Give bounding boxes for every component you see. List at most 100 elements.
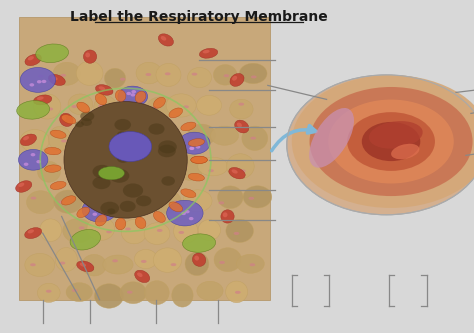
Ellipse shape bbox=[200, 48, 218, 58]
Ellipse shape bbox=[155, 128, 183, 150]
Ellipse shape bbox=[197, 95, 221, 115]
Circle shape bbox=[148, 124, 164, 135]
Ellipse shape bbox=[45, 165, 61, 172]
Ellipse shape bbox=[53, 62, 81, 85]
Ellipse shape bbox=[62, 115, 76, 124]
Ellipse shape bbox=[213, 65, 237, 85]
Ellipse shape bbox=[95, 215, 107, 226]
Circle shape bbox=[89, 135, 93, 138]
Ellipse shape bbox=[50, 181, 66, 189]
Ellipse shape bbox=[156, 63, 181, 87]
Ellipse shape bbox=[66, 283, 92, 302]
Ellipse shape bbox=[62, 196, 76, 205]
Ellipse shape bbox=[154, 211, 165, 222]
Ellipse shape bbox=[68, 94, 93, 115]
Ellipse shape bbox=[198, 220, 220, 240]
Ellipse shape bbox=[173, 200, 179, 203]
Ellipse shape bbox=[219, 261, 225, 264]
Ellipse shape bbox=[183, 190, 212, 212]
Ellipse shape bbox=[64, 102, 187, 218]
Ellipse shape bbox=[77, 102, 90, 113]
Ellipse shape bbox=[95, 94, 107, 105]
Ellipse shape bbox=[243, 186, 272, 208]
Ellipse shape bbox=[347, 112, 435, 171]
Ellipse shape bbox=[145, 281, 169, 305]
Ellipse shape bbox=[250, 137, 256, 140]
Ellipse shape bbox=[235, 120, 249, 133]
Ellipse shape bbox=[85, 53, 90, 57]
Ellipse shape bbox=[191, 156, 207, 164]
Ellipse shape bbox=[219, 201, 224, 204]
Ellipse shape bbox=[25, 227, 42, 239]
Ellipse shape bbox=[68, 159, 94, 183]
Ellipse shape bbox=[137, 272, 143, 277]
Circle shape bbox=[123, 183, 143, 198]
Ellipse shape bbox=[226, 281, 247, 303]
Ellipse shape bbox=[58, 200, 64, 203]
Ellipse shape bbox=[223, 212, 228, 217]
Ellipse shape bbox=[105, 166, 111, 169]
Circle shape bbox=[189, 217, 193, 220]
Circle shape bbox=[127, 92, 131, 95]
Circle shape bbox=[130, 93, 135, 97]
Ellipse shape bbox=[106, 230, 112, 233]
Ellipse shape bbox=[60, 113, 73, 127]
Ellipse shape bbox=[20, 134, 36, 146]
Ellipse shape bbox=[70, 229, 100, 250]
Circle shape bbox=[92, 176, 110, 189]
Ellipse shape bbox=[77, 261, 94, 272]
Ellipse shape bbox=[118, 139, 124, 142]
Ellipse shape bbox=[20, 130, 49, 152]
Ellipse shape bbox=[176, 155, 203, 180]
Ellipse shape bbox=[192, 253, 206, 266]
Ellipse shape bbox=[82, 190, 109, 209]
Ellipse shape bbox=[18, 183, 24, 187]
Ellipse shape bbox=[203, 50, 210, 53]
Ellipse shape bbox=[250, 263, 255, 266]
Circle shape bbox=[100, 202, 119, 215]
Ellipse shape bbox=[235, 291, 241, 294]
Ellipse shape bbox=[161, 36, 166, 41]
Ellipse shape bbox=[25, 54, 41, 66]
Text: Label the Respiratory Membrane: Label the Respiratory Membrane bbox=[70, 10, 328, 24]
Ellipse shape bbox=[37, 162, 60, 182]
Ellipse shape bbox=[369, 121, 423, 149]
Ellipse shape bbox=[239, 63, 267, 84]
Circle shape bbox=[92, 165, 112, 178]
Circle shape bbox=[196, 145, 201, 149]
Ellipse shape bbox=[208, 169, 214, 172]
Ellipse shape bbox=[182, 234, 216, 252]
Ellipse shape bbox=[25, 253, 55, 276]
Circle shape bbox=[42, 80, 46, 83]
Ellipse shape bbox=[248, 197, 254, 200]
Ellipse shape bbox=[210, 126, 238, 145]
Ellipse shape bbox=[90, 197, 96, 200]
Ellipse shape bbox=[115, 90, 126, 102]
Ellipse shape bbox=[79, 226, 84, 229]
Ellipse shape bbox=[72, 105, 77, 108]
Circle shape bbox=[81, 118, 92, 126]
Ellipse shape bbox=[30, 263, 36, 266]
Circle shape bbox=[92, 212, 97, 216]
Ellipse shape bbox=[34, 95, 52, 105]
Ellipse shape bbox=[185, 252, 209, 275]
Circle shape bbox=[101, 208, 106, 211]
Circle shape bbox=[114, 119, 131, 131]
Ellipse shape bbox=[144, 223, 170, 244]
Ellipse shape bbox=[24, 69, 54, 90]
Ellipse shape bbox=[173, 219, 198, 243]
Ellipse shape bbox=[82, 254, 106, 276]
Ellipse shape bbox=[238, 103, 244, 106]
Ellipse shape bbox=[169, 108, 182, 118]
Ellipse shape bbox=[191, 156, 207, 164]
Ellipse shape bbox=[188, 173, 204, 181]
Ellipse shape bbox=[48, 127, 71, 151]
Ellipse shape bbox=[121, 219, 147, 244]
Circle shape bbox=[121, 136, 133, 145]
Circle shape bbox=[136, 195, 151, 206]
Circle shape bbox=[161, 176, 175, 186]
Circle shape bbox=[106, 174, 114, 179]
Circle shape bbox=[158, 145, 176, 157]
Ellipse shape bbox=[234, 232, 239, 235]
Ellipse shape bbox=[237, 123, 242, 127]
